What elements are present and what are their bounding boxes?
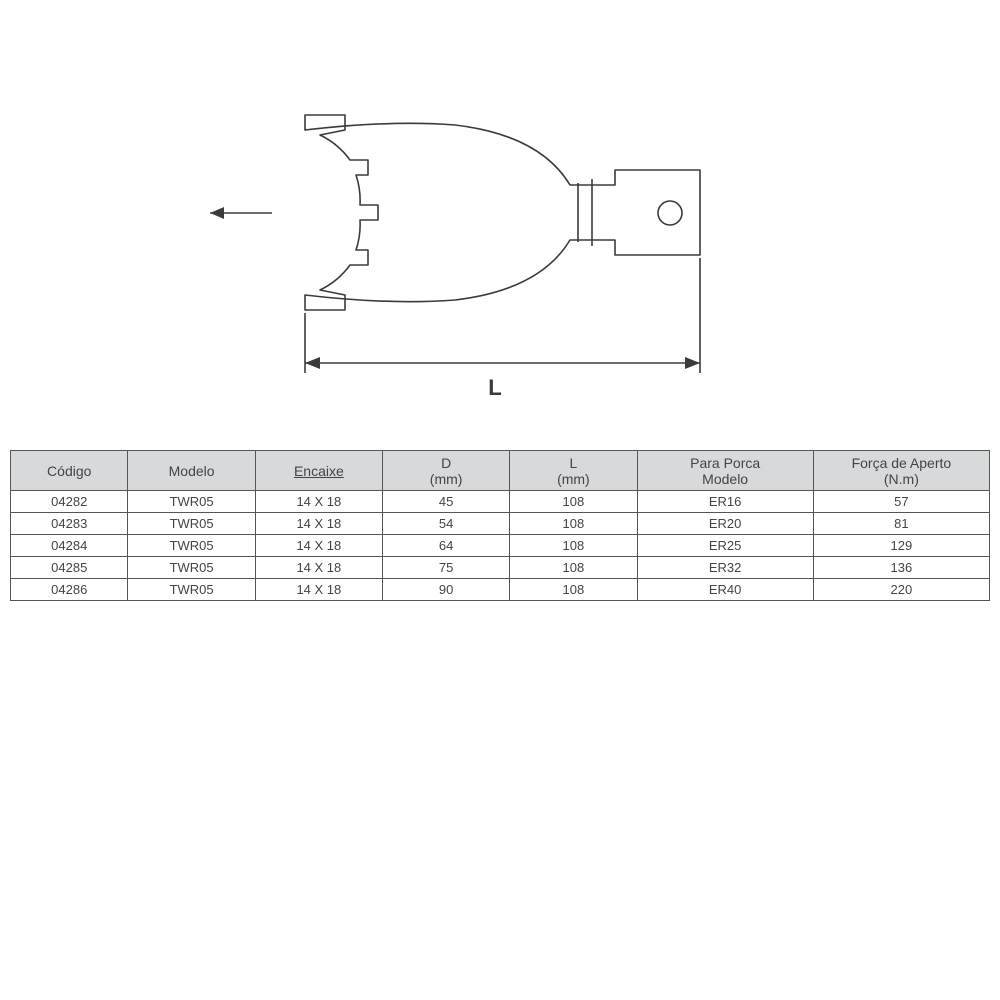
table-row: 04282TWR0514 X 1845108ER1657 — [11, 491, 990, 513]
col-header-0: Código — [11, 451, 128, 491]
table-row: 04286TWR0514 X 1890108ER40220 — [11, 579, 990, 601]
table-cell: TWR05 — [128, 557, 255, 579]
table-cell: 108 — [510, 491, 637, 513]
col-header-4: L(mm) — [510, 451, 637, 491]
table-cell: 108 — [510, 557, 637, 579]
table-cell: 04282 — [11, 491, 128, 513]
table-cell: ER40 — [637, 579, 813, 601]
spec-table-container: CódigoModeloEncaixeD(mm)L(mm)Para PorcaM… — [10, 450, 990, 601]
table-cell: 14 X 18 — [255, 513, 382, 535]
table-cell: 136 — [813, 557, 989, 579]
table-cell: ER32 — [637, 557, 813, 579]
table-cell: 45 — [383, 491, 510, 513]
table-cell: 04284 — [11, 535, 128, 557]
table-cell: ER20 — [637, 513, 813, 535]
table-cell: 75 — [383, 557, 510, 579]
table-cell: TWR05 — [128, 579, 255, 601]
table-cell: 108 — [510, 513, 637, 535]
table-cell: 04285 — [11, 557, 128, 579]
table-cell: 129 — [813, 535, 989, 557]
table-cell: TWR05 — [128, 491, 255, 513]
col-header-3: D(mm) — [383, 451, 510, 491]
col-header-2: Encaixe — [255, 451, 382, 491]
table-cell: 81 — [813, 513, 989, 535]
table-cell: 14 X 18 — [255, 491, 382, 513]
table-cell: ER16 — [637, 491, 813, 513]
table-cell: 57 — [813, 491, 989, 513]
table-cell: 54 — [383, 513, 510, 535]
col-header-6: Força de Aperto(N.m) — [813, 451, 989, 491]
table-cell: 108 — [510, 535, 637, 557]
table-cell: 90 — [383, 579, 510, 601]
table-cell: TWR05 — [128, 513, 255, 535]
table-cell: 108 — [510, 579, 637, 601]
technical-diagram: D L — [210, 95, 790, 425]
col-header-1: Modelo — [128, 451, 255, 491]
table-row: 04285TWR0514 X 1875108ER32136 — [11, 557, 990, 579]
table-cell: 14 X 18 — [255, 535, 382, 557]
table-cell: 14 X 18 — [255, 579, 382, 601]
table-cell: TWR05 — [128, 535, 255, 557]
table-cell: 64 — [383, 535, 510, 557]
table-cell: 220 — [813, 579, 989, 601]
wrench-diagram-svg: D L — [210, 95, 790, 425]
table-cell: ER25 — [637, 535, 813, 557]
table-row: 04284TWR0514 X 1864108ER25129 — [11, 535, 990, 557]
table-row: 04283TWR0514 X 1854108ER2081 — [11, 513, 990, 535]
spec-table: CódigoModeloEncaixeD(mm)L(mm)Para PorcaM… — [10, 450, 990, 601]
table-header-row: CódigoModeloEncaixeD(mm)L(mm)Para PorcaM… — [11, 451, 990, 491]
table-cell: 14 X 18 — [255, 557, 382, 579]
table-cell: 04283 — [11, 513, 128, 535]
table-cell: 04286 — [11, 579, 128, 601]
col-header-5: Para PorcaModelo — [637, 451, 813, 491]
dim-label-l: L — [488, 375, 501, 400]
